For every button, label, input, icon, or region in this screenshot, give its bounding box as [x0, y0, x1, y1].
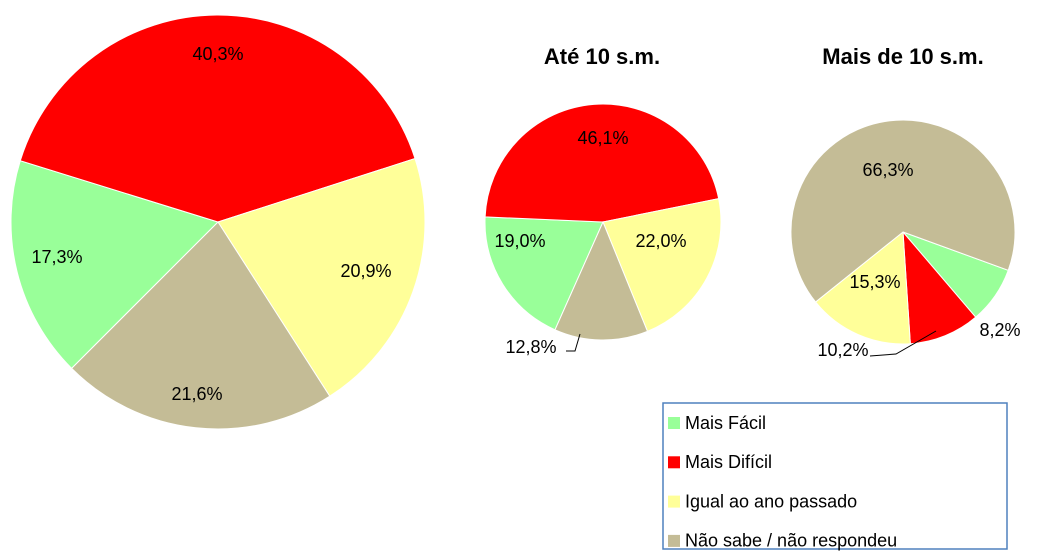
data-label: 66,3% — [862, 160, 913, 180]
data-label: 20,9% — [340, 261, 391, 281]
data-label: 21,6% — [171, 384, 222, 404]
data-label: 17,3% — [31, 247, 82, 267]
leader-line — [566, 333, 581, 352]
data-label: 12,8% — [505, 337, 556, 357]
pie-slice — [10, 160, 219, 370]
legend-swatch — [668, 456, 680, 469]
data-label: 8,2% — [979, 320, 1020, 340]
leader-line — [869, 330, 937, 357]
chart-title: Até 10 s.m. — [544, 44, 660, 69]
pie-slice — [484, 103, 720, 223]
data-label: 15,3% — [849, 272, 900, 292]
pie-slice — [790, 119, 1016, 303]
pie-slice — [217, 157, 426, 397]
pie-slice — [484, 216, 604, 331]
legend-label: Não sabe / não respondeu — [685, 531, 897, 551]
data-label: 19,0% — [494, 231, 545, 251]
pie-slice — [19, 14, 416, 223]
pie-slice — [602, 198, 722, 332]
pie-slice — [814, 231, 911, 345]
pie-slice — [554, 220, 649, 341]
legend-label: Mais Difícil — [685, 452, 772, 472]
data-label: 40,3% — [192, 44, 243, 64]
legend-label: Igual ao ano passado — [685, 491, 857, 511]
data-label: 22,0% — [635, 231, 686, 251]
legend-swatch — [668, 495, 680, 508]
pie-slice — [902, 230, 977, 345]
data-label: 10,2% — [817, 340, 868, 360]
pie-slice — [70, 221, 331, 430]
legend-label: Mais Fácil — [685, 413, 766, 433]
legend-swatch — [668, 534, 680, 547]
data-label: 46,1% — [577, 128, 628, 148]
legend-swatch — [668, 417, 680, 429]
chart-title: Mais de 10 s.m. — [822, 44, 983, 69]
legend-box — [662, 402, 1008, 550]
